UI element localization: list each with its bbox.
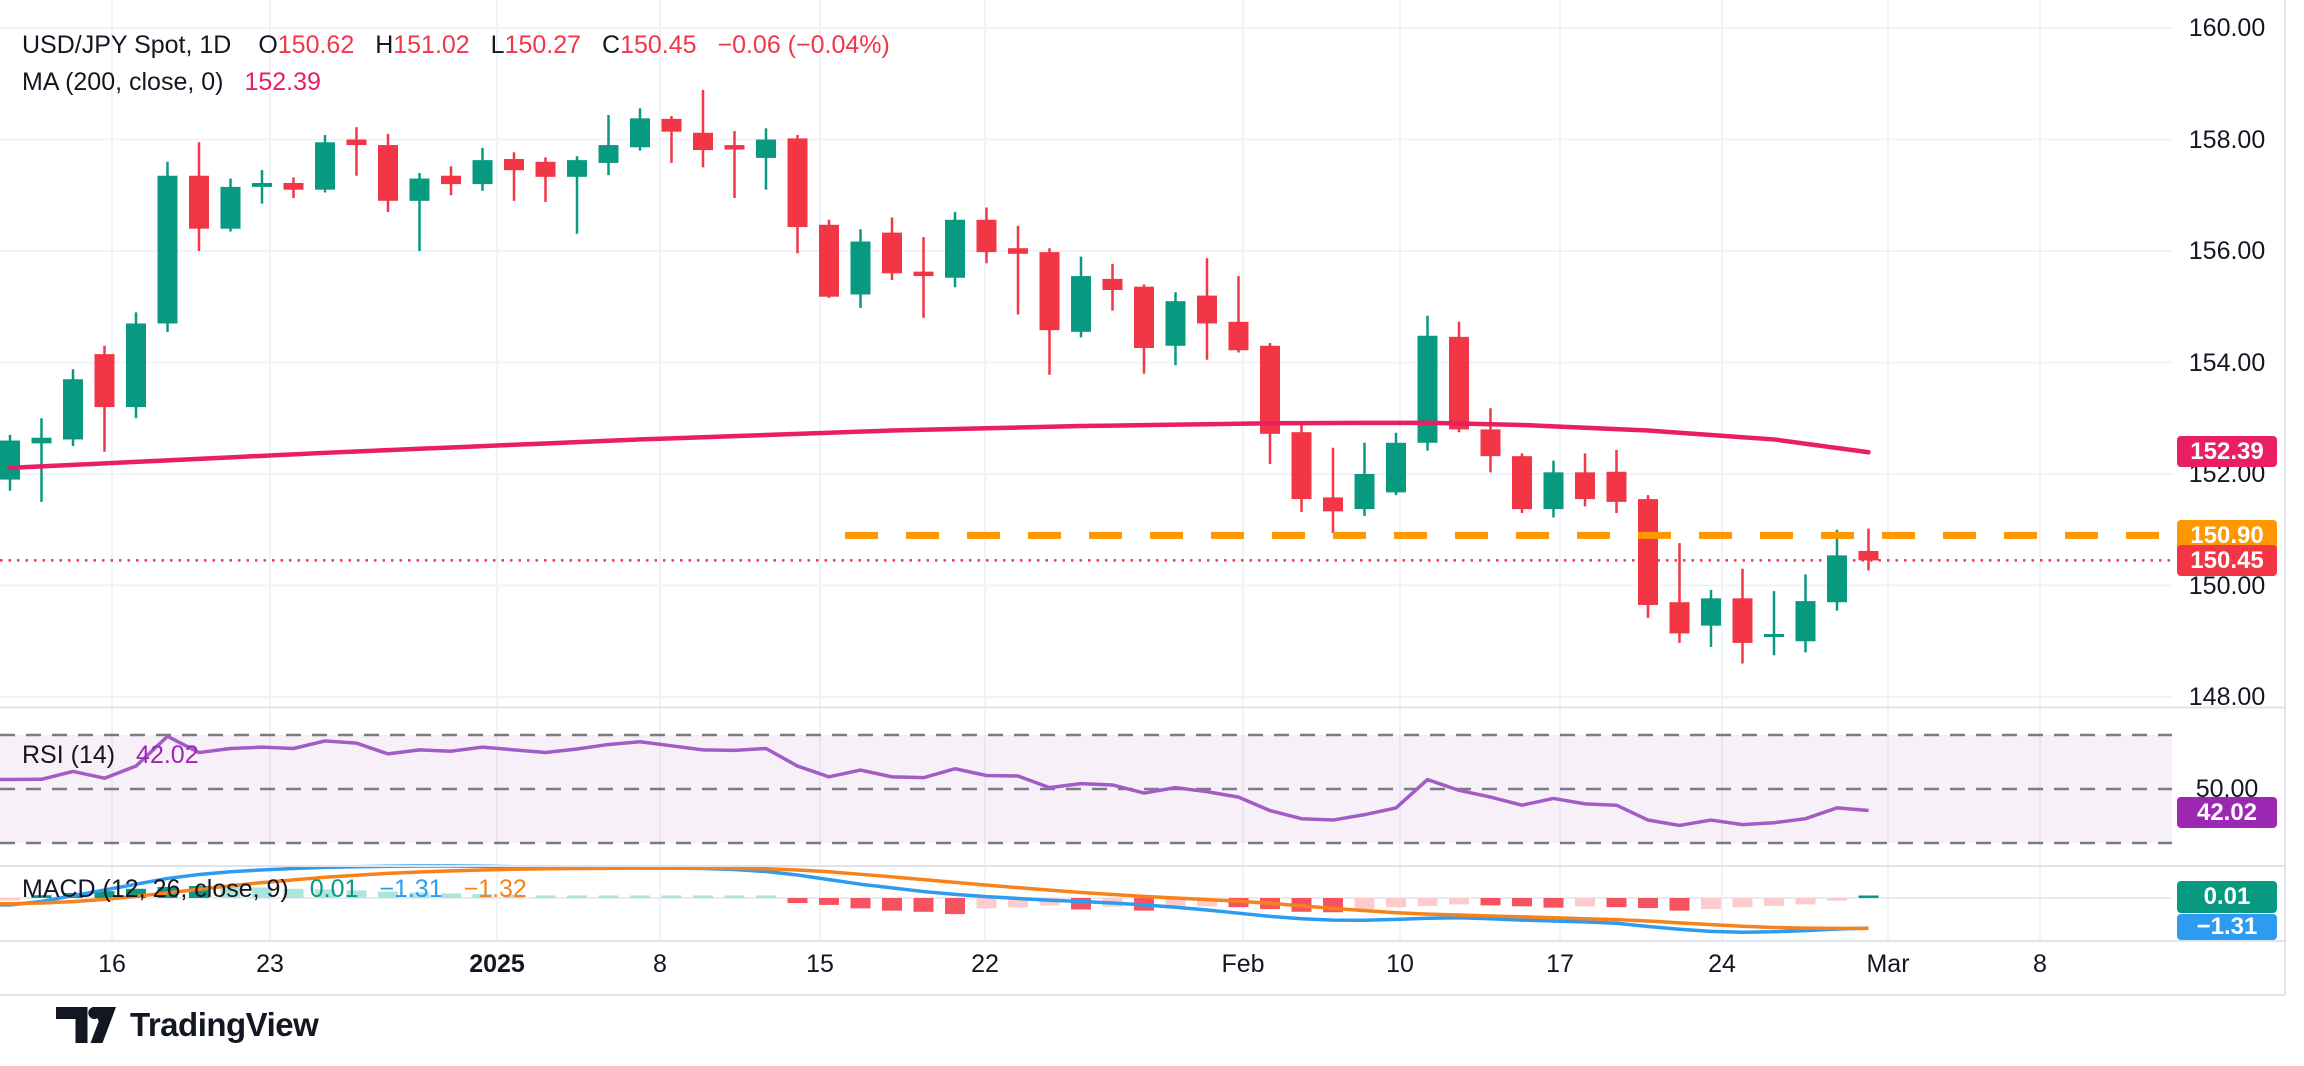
time-axis-label: 8 <box>2033 950 2047 978</box>
macd-signal-value: −1.32 <box>463 875 527 903</box>
pane-separators <box>0 0 2286 996</box>
time-axis-label: 15 <box>806 950 834 978</box>
high-value: H151.02 <box>375 31 470 59</box>
tradingview-logo[interactable]: TradingView <box>56 1006 319 1044</box>
macd-hist-value: 0.01 <box>309 875 359 903</box>
time-axis-label: 8 <box>653 950 667 978</box>
rsi-line <box>0 734 1869 828</box>
price-axis-label: 150.00 <box>2188 571 2266 600</box>
time-axis-label: 24 <box>1708 950 1736 978</box>
symbol-legend-row[interactable]: USD/JPY Spot, 1D O150.62 H151.02 L150.27… <box>22 31 890 60</box>
time-axis-label: 17 <box>1546 950 1574 978</box>
price-axis-label: 148.00 <box>2188 683 2266 711</box>
tradingview-logo-text: TradingView <box>130 1006 319 1043</box>
macd-legend-row[interactable]: MACD (12, 26, close, 9) 0.01 −1.31 −1.32 <box>22 875 527 904</box>
macd-signal-line <box>0 866 1869 931</box>
time-axis-label: Feb <box>1221 950 1265 978</box>
candlestick-series <box>0 89 1879 664</box>
time-axis-label: 10 <box>1386 950 1414 978</box>
change-value: −0.06 (−0.04%) <box>717 31 890 59</box>
tradingview-logo-icon <box>56 1007 116 1043</box>
price-axis-label: 154.00 <box>2188 348 2266 377</box>
ma200-line <box>7 420 1871 471</box>
time-axis-label: 22 <box>971 950 999 978</box>
ma200-price-badge: 152.39 <box>2177 436 2277 467</box>
symbol-title: USD/JPY Spot, 1D <box>22 31 232 59</box>
rsi-legend-row[interactable]: RSI (14) 42.02 <box>22 741 199 770</box>
macd-label: MACD (12, 26, close, 9) <box>22 875 289 903</box>
close-value: C150.45 <box>602 31 697 59</box>
open-value: O150.62 <box>258 31 355 59</box>
rsi-value: 42.02 <box>136 741 199 769</box>
macd-line-value: −1.31 <box>379 875 443 903</box>
grid-lines <box>0 0 2172 941</box>
price-axis-label: 160.00 <box>2188 14 2266 42</box>
time-axis-label: 2025 <box>469 950 525 978</box>
rsi-band <box>0 733 2172 845</box>
low-value: L150.27 <box>490 31 582 59</box>
price-axis-label: 158.00 <box>2188 125 2266 154</box>
ma-label: MA (200, close, 0) <box>22 68 224 96</box>
ma-legend-row[interactable]: MA (200, close, 0) 152.39 <box>22 68 321 97</box>
time-axis-label: 23 <box>256 950 284 978</box>
price-axis-label: 156.00 <box>2188 237 2266 265</box>
macd-value-badge: −1.31 <box>2177 914 2277 940</box>
macd-hist-badge: 0.01 <box>2177 881 2277 913</box>
ma-value: 152.39 <box>244 68 321 96</box>
time-axis[interactable]: 16 23 2025 8 15 22 Feb 10 17 24 Mar 8 <box>0 941 2304 995</box>
price-axis[interactable]: 160.00 158.00 156.00 154.00 152.00 150.00 148.… <box>2177 0 2277 995</box>
time-axis-label: Mar <box>1866 950 1910 978</box>
rsi-value-badge: 42.02 <box>2177 797 2277 828</box>
rsi-label: RSI (14) <box>22 741 116 769</box>
time-axis-label: 16 <box>98 950 126 978</box>
last-price-badge: 150.45 <box>2177 545 2277 576</box>
macd-line <box>0 864 1869 935</box>
